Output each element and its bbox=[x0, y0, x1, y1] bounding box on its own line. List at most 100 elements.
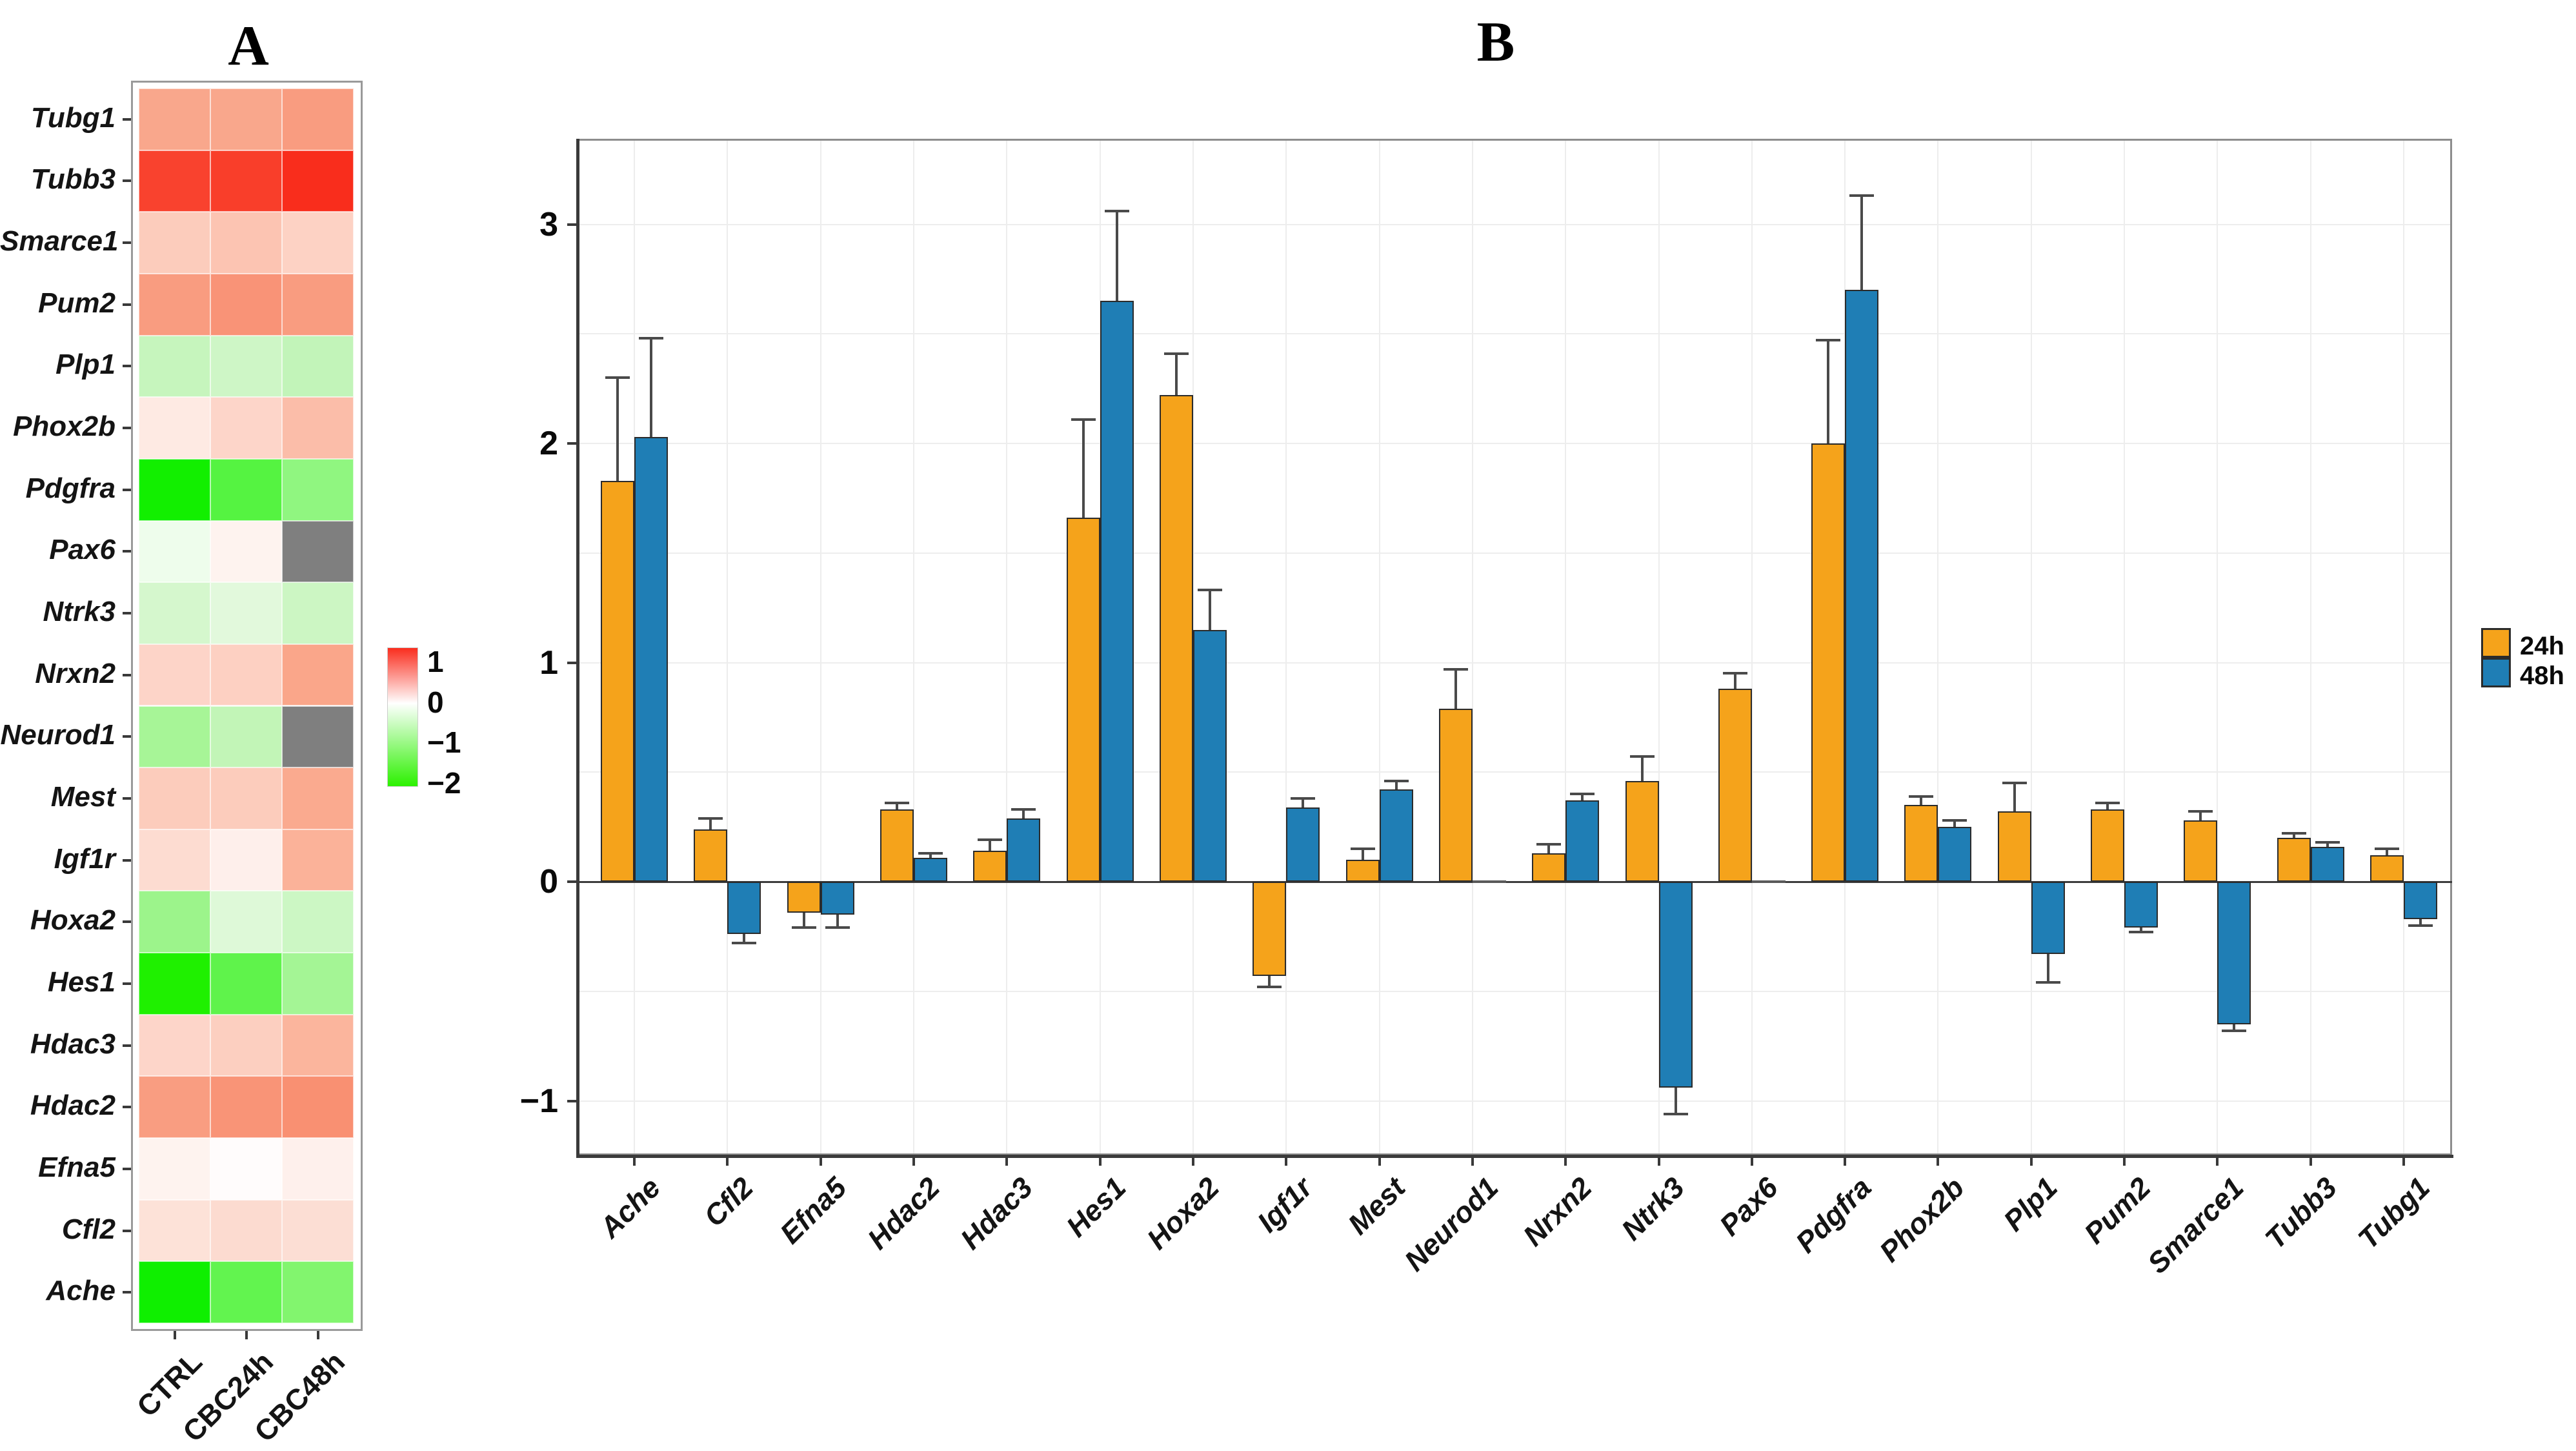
gridline-vertical bbox=[1565, 139, 1567, 1155]
zero-line bbox=[578, 881, 2452, 883]
x-tick-label: Phox2b bbox=[1873, 1170, 1971, 1268]
bar-24h bbox=[1345, 860, 1380, 882]
gridline-vertical bbox=[1937, 139, 1939, 1155]
error-bar-cap bbox=[1011, 807, 1036, 811]
heatmap-row-label: Mest bbox=[50, 780, 116, 813]
heatmap-row-tick bbox=[123, 797, 131, 800]
bar-24h bbox=[2184, 820, 2218, 882]
x-tick bbox=[2123, 1157, 2126, 1166]
x-tick-label: Hdac3 bbox=[954, 1170, 1040, 1256]
heatmap-cell bbox=[282, 1261, 354, 1323]
x-tick bbox=[819, 1157, 822, 1166]
x-tick-label: Hes1 bbox=[1060, 1170, 1132, 1244]
x-tick bbox=[2029, 1157, 2033, 1166]
gridline-vertical bbox=[1471, 139, 1473, 1155]
x-tick-label: Igf1r bbox=[1251, 1170, 1319, 1239]
heatmap-cell bbox=[210, 1076, 282, 1139]
heatmap-cell bbox=[282, 397, 354, 459]
bar-24h bbox=[2277, 838, 2311, 882]
error-bar-cap bbox=[605, 376, 630, 380]
heatmap-row-label: Pum2 bbox=[38, 287, 116, 319]
error-bar-cap bbox=[1071, 418, 1096, 421]
bar-48h bbox=[1379, 789, 1413, 882]
bar-48h bbox=[1100, 301, 1134, 882]
heatmap-cell bbox=[282, 1138, 354, 1200]
x-tick-label: Mest bbox=[1341, 1170, 1412, 1241]
error-bar-line bbox=[802, 912, 805, 928]
bar-48h bbox=[1192, 629, 1227, 882]
bar-48h bbox=[1938, 827, 1972, 882]
bar-48h bbox=[634, 436, 668, 882]
heatmap-cell bbox=[139, 458, 210, 521]
heatmap-cell bbox=[282, 273, 354, 336]
error-bar-cap bbox=[732, 942, 757, 945]
legend-swatch-48h bbox=[2481, 658, 2511, 687]
heatmap-cell bbox=[139, 582, 210, 644]
gridline-vertical bbox=[2217, 139, 2219, 1155]
heatmap-cell bbox=[139, 1138, 210, 1200]
colorbar-tick-label: −1 bbox=[427, 726, 461, 760]
error-bar-line bbox=[1361, 849, 1364, 860]
heatmap-cell bbox=[139, 644, 210, 706]
heatmap-cell bbox=[139, 335, 210, 398]
gridline-horizontal bbox=[578, 1100, 2452, 1102]
x-tick bbox=[1657, 1157, 1660, 1166]
x-tick-label: Pdgfra bbox=[1789, 1170, 1878, 1259]
error-bar-line bbox=[2013, 783, 2016, 812]
gridline-vertical bbox=[912, 139, 914, 1155]
gridline-horizontal bbox=[578, 771, 2452, 773]
heatmap-cell bbox=[139, 1014, 210, 1077]
error-bar-line bbox=[1920, 796, 1923, 806]
x-tick-label: Tubg1 bbox=[2351, 1170, 2437, 1255]
x-tick bbox=[1285, 1157, 1288, 1166]
x-tick bbox=[1378, 1157, 1381, 1166]
error-bar-line bbox=[743, 934, 746, 944]
error-bar-line bbox=[1174, 353, 1178, 396]
legend-label-48h: 48h bbox=[2520, 662, 2564, 690]
gridline-vertical bbox=[1658, 139, 1660, 1155]
gridline-horizontal bbox=[578, 662, 2452, 664]
error-bar-cap bbox=[2315, 840, 2340, 844]
heatmap-row-label: Cfl2 bbox=[61, 1213, 116, 1245]
heatmap-row-label: Pax6 bbox=[49, 534, 116, 566]
heatmap-cell bbox=[282, 644, 354, 706]
heatmap-row-tick bbox=[123, 1167, 131, 1170]
gridline-horizontal bbox=[578, 990, 2452, 992]
error-bar-cap bbox=[978, 838, 1003, 842]
x-tick-label: Pax6 bbox=[1713, 1170, 1784, 1243]
error-bar-cap bbox=[2222, 1029, 2247, 1032]
gridline-vertical bbox=[2403, 139, 2405, 1155]
error-bar-line bbox=[1268, 975, 1271, 987]
heatmap-row-tick bbox=[123, 427, 131, 430]
heatmap-cell bbox=[210, 953, 282, 1015]
bar-24h bbox=[1904, 805, 1938, 882]
heatmap-row-label: Tubb3 bbox=[30, 163, 116, 196]
panel-b-title: B bbox=[1476, 11, 1515, 74]
gridline-vertical bbox=[1006, 139, 1008, 1155]
legend-swatch-24h bbox=[2481, 628, 2511, 658]
error-bar-line bbox=[1733, 673, 1736, 689]
x-tick bbox=[2216, 1157, 2219, 1166]
bar-24h bbox=[1811, 443, 1846, 882]
gridline-vertical bbox=[2309, 139, 2311, 1155]
heatmap-cell bbox=[210, 335, 282, 398]
heatmap-row-label: Hdac3 bbox=[30, 1028, 116, 1060]
gridline-vertical bbox=[1285, 139, 1287, 1155]
heatmap-cell bbox=[139, 1076, 210, 1139]
heatmap-cell bbox=[282, 1076, 354, 1139]
heatmap-cell bbox=[282, 335, 354, 398]
heatmap-cell bbox=[210, 767, 282, 829]
x-tick bbox=[2309, 1157, 2312, 1166]
heatmap-cell bbox=[139, 953, 210, 1015]
x-tick-label: Tubb3 bbox=[2258, 1170, 2343, 1255]
error-bar-line bbox=[1115, 211, 1118, 301]
error-bar-cap bbox=[2095, 801, 2120, 804]
error-bar-line bbox=[616, 378, 619, 481]
gridline-horizontal bbox=[578, 552, 2452, 554]
colorbar-tick-label: −2 bbox=[427, 766, 461, 800]
error-bar-line bbox=[1394, 780, 1398, 790]
panel-a-title: A bbox=[228, 15, 269, 77]
error-bar-line bbox=[1827, 340, 1830, 443]
heatmap-cell bbox=[282, 520, 354, 583]
heatmap-row-tick bbox=[123, 1044, 131, 1047]
